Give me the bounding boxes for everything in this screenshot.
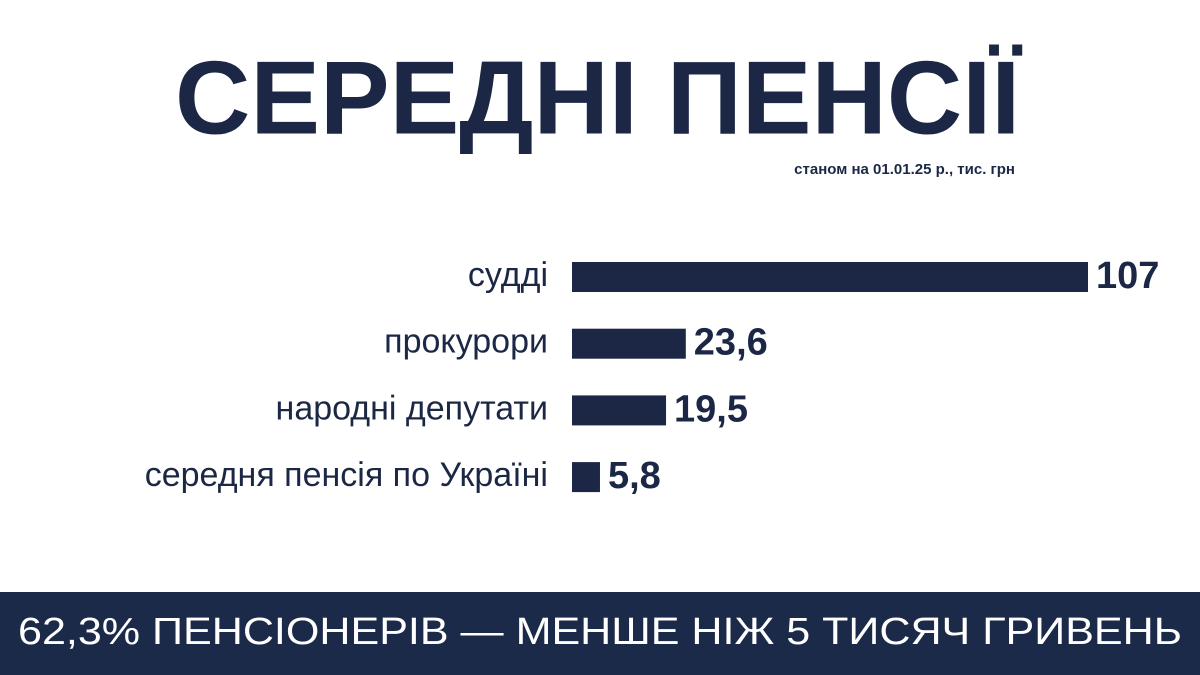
value-label: 19,5 <box>674 388 748 430</box>
bar <box>572 395 667 426</box>
bar <box>572 462 600 493</box>
footer-band <box>0 592 1200 675</box>
value-label: 5,8 <box>608 455 661 497</box>
category-label: народні депутати <box>276 389 548 427</box>
value-label: 107 <box>1096 255 1159 297</box>
chart-subtitle: станом на 01.01.25 р., тис. грн <box>794 161 1015 178</box>
bar <box>572 262 1088 292</box>
category-label: прокурори <box>384 323 548 361</box>
bar <box>572 328 686 359</box>
value-label: 23,6 <box>694 322 768 364</box>
category-label: середня пенсія по Україні <box>145 456 548 494</box>
category-label: судді <box>468 256 548 294</box>
chart-title: СЕРЕДНІ ПЕНСІЇ <box>175 40 1022 156</box>
footer-annotation: 62,3% ПЕНСІОНЕРІВ — МЕНШЕ НІЖ 5 ТИСЯЧ ГР… <box>18 611 1182 653</box>
